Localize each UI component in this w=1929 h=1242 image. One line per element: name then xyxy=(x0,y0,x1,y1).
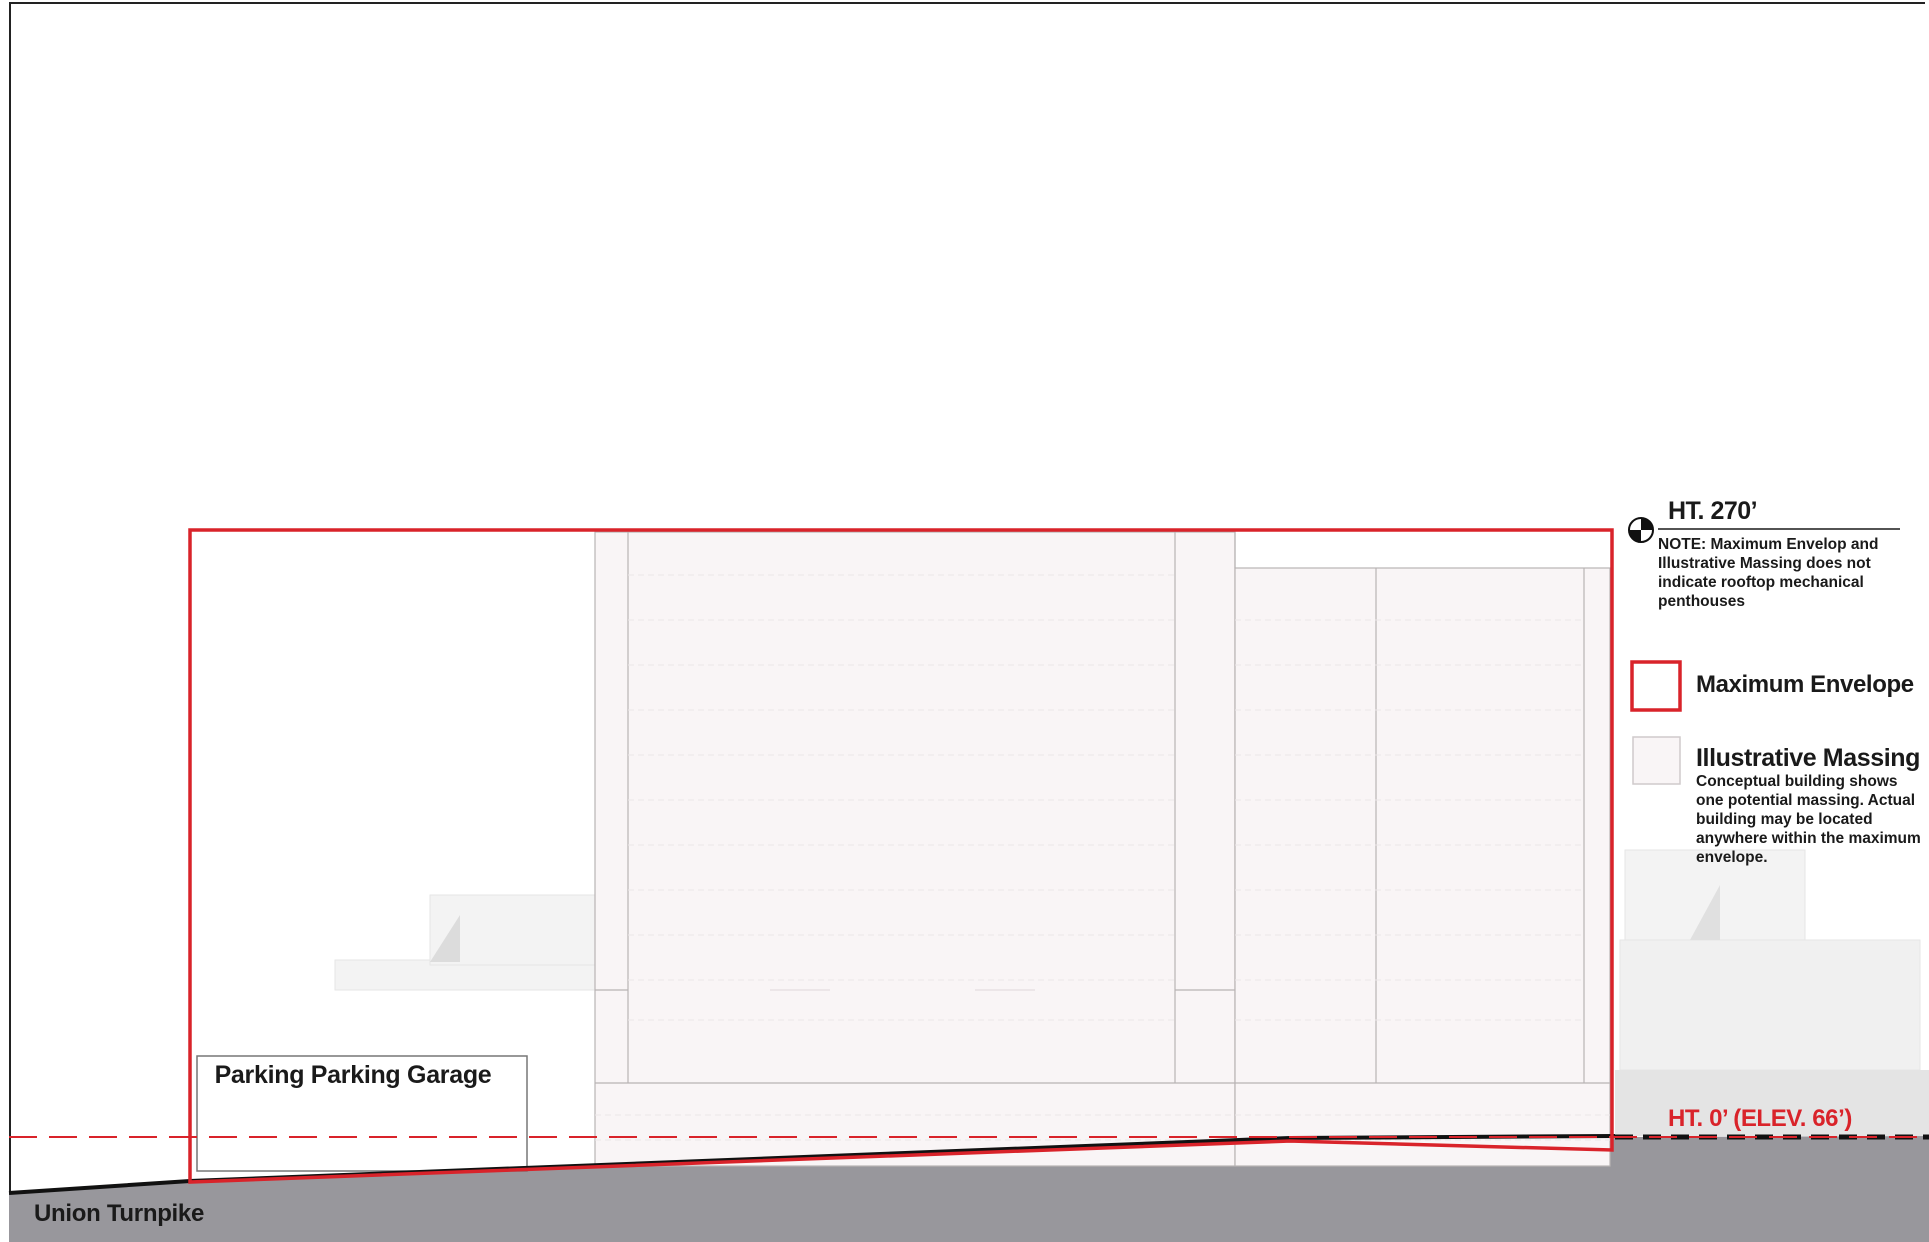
illustrative-massing xyxy=(594,531,1611,1167)
height-top-label: HT. 270’ xyxy=(1668,497,1758,525)
legend-envelope-title: Maximum Envelope xyxy=(1696,671,1914,698)
height-base-label: HT. 0’ (ELEV. 66’) xyxy=(1668,1105,1852,1132)
massing-floor-lines xyxy=(595,574,1610,1141)
legend-massing-description: Conceptual building shows one potential … xyxy=(1696,773,1921,866)
datum-marker-icon xyxy=(1628,517,1654,543)
note-suffix: indicate rooftop mechanical penthouses xyxy=(1658,574,1864,610)
street-label: Union Turnpike xyxy=(34,1200,205,1227)
note-emphasis: does not xyxy=(1806,555,1871,572)
legend-envelope-swatch xyxy=(1630,660,1682,712)
note-prefix: NOTE: Maximum Envelop and Illustrative M… xyxy=(1658,536,1879,572)
drawing-frame xyxy=(9,2,1925,1238)
legend-massing-swatch xyxy=(1632,736,1681,785)
legend-massing-title: Illustrative Massing xyxy=(1696,744,1921,772)
context-buildings xyxy=(334,849,1929,1136)
note-text: NOTE: Maximum Envelop and Illustrative M… xyxy=(1658,535,1904,611)
parking-garage-box xyxy=(196,1055,528,1172)
parking-garage-label: Parking Parking Garage xyxy=(214,1061,492,1089)
maximum-envelope xyxy=(188,528,1614,1184)
